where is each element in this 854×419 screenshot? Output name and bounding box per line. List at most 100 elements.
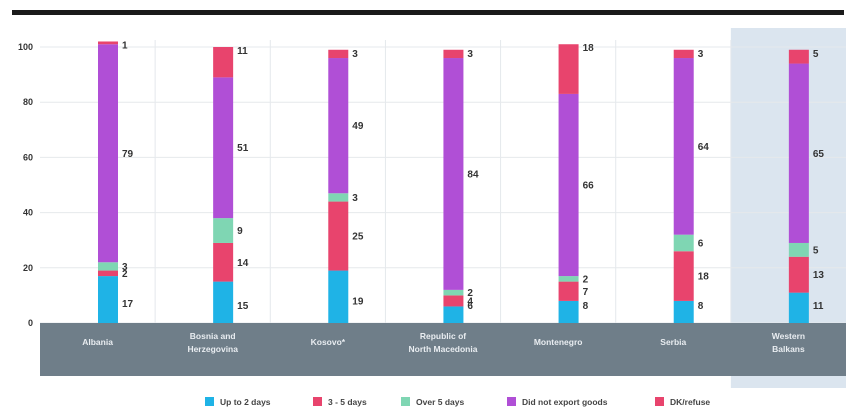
legend-swatch bbox=[401, 397, 410, 406]
category-label: Republic of bbox=[420, 331, 466, 341]
data-label: 2 bbox=[467, 288, 473, 299]
data-label: 3 bbox=[467, 49, 473, 60]
category-label: Western bbox=[772, 331, 805, 341]
bar-segment bbox=[98, 270, 118, 277]
data-label: 3 bbox=[698, 49, 704, 60]
data-label: 9 bbox=[237, 226, 243, 237]
legend-label: DK/refuse bbox=[670, 397, 710, 407]
data-label: 8 bbox=[583, 301, 589, 312]
bar-segment bbox=[328, 270, 349, 323]
data-label: 14 bbox=[237, 258, 249, 269]
data-label: 66 bbox=[583, 181, 595, 192]
y-tick-label: 60 bbox=[23, 152, 33, 162]
bar-segment bbox=[328, 193, 349, 202]
top-rule bbox=[12, 10, 844, 15]
bar-segment bbox=[443, 49, 464, 59]
bar-segment bbox=[213, 77, 234, 219]
legend-label: Over 5 days bbox=[416, 397, 464, 407]
data-label: 11 bbox=[237, 46, 248, 57]
bar-segment bbox=[788, 292, 809, 323]
data-label: 17 bbox=[122, 299, 134, 310]
category-label: Bosnia and bbox=[190, 331, 236, 341]
category-band bbox=[40, 323, 846, 376]
data-label: 8 bbox=[698, 301, 704, 312]
bar-segment bbox=[213, 218, 234, 243]
bar-segment bbox=[443, 58, 464, 290]
bar-segment bbox=[213, 47, 234, 78]
category-label: Montenegro bbox=[534, 337, 583, 347]
data-label: 7 bbox=[583, 287, 589, 298]
bar-segment bbox=[673, 49, 694, 59]
bar-segment bbox=[788, 242, 809, 257]
category-label: Serbia bbox=[660, 337, 686, 347]
data-label: 5 bbox=[813, 245, 819, 256]
data-label: 79 bbox=[122, 149, 134, 160]
legend-swatch bbox=[507, 397, 516, 406]
data-label: 3 bbox=[352, 193, 358, 204]
data-label: 49 bbox=[352, 121, 364, 132]
bar-segment bbox=[98, 276, 118, 323]
bar-segment bbox=[328, 201, 349, 271]
legend-swatch bbox=[313, 397, 322, 406]
bar-segment bbox=[558, 300, 579, 323]
bar-segment bbox=[328, 58, 349, 194]
bar-segment bbox=[673, 234, 694, 252]
data-label: 13 bbox=[813, 270, 825, 281]
bar-segment bbox=[98, 262, 118, 271]
y-tick-label: 80 bbox=[23, 97, 33, 107]
bar-segment bbox=[98, 41, 118, 45]
category-label: Kosovo* bbox=[311, 337, 346, 347]
y-tick-label: 20 bbox=[23, 263, 33, 273]
data-label: 6 bbox=[698, 238, 704, 249]
data-label: 6 bbox=[467, 301, 473, 312]
bar-segment bbox=[673, 58, 694, 235]
data-label: 1 bbox=[122, 40, 128, 51]
data-label: 18 bbox=[698, 272, 710, 283]
legend-swatch bbox=[205, 397, 214, 406]
bar-segment bbox=[788, 49, 809, 64]
category-label: Albania bbox=[82, 337, 113, 347]
data-label: 5 bbox=[813, 49, 819, 60]
bar-segment bbox=[213, 281, 234, 323]
data-label: 25 bbox=[352, 232, 364, 243]
bar-segment bbox=[558, 44, 579, 94]
data-label: 11 bbox=[813, 301, 824, 312]
bar-segment bbox=[558, 93, 579, 277]
data-label: 2 bbox=[122, 269, 128, 280]
category-label: Balkans bbox=[772, 344, 805, 354]
data-label: 3 bbox=[122, 262, 128, 273]
bar-segment bbox=[443, 306, 464, 323]
data-label: 19 bbox=[352, 296, 364, 307]
data-label: 64 bbox=[698, 142, 710, 153]
bar-segment bbox=[788, 63, 809, 243]
legend-label: Did not export goods bbox=[522, 397, 608, 407]
data-label: 84 bbox=[467, 169, 479, 180]
y-tick-label: 40 bbox=[23, 208, 33, 218]
category-label: Herzegovina bbox=[187, 344, 238, 354]
legend-swatch bbox=[655, 397, 664, 406]
bar-segment bbox=[98, 44, 118, 263]
data-label: 18 bbox=[583, 43, 595, 54]
y-tick-label: 100 bbox=[18, 42, 33, 52]
data-label: 2 bbox=[583, 274, 589, 285]
legend-label: 3 - 5 days bbox=[328, 397, 367, 407]
data-label: 65 bbox=[813, 149, 825, 160]
data-label: 15 bbox=[237, 301, 249, 312]
y-tick-label: 0 bbox=[28, 318, 33, 328]
category-label: North Macedonia bbox=[409, 344, 478, 354]
bar-segment bbox=[558, 276, 579, 282]
bar-segment bbox=[328, 49, 349, 59]
legend-label: Up to 2 days bbox=[220, 397, 271, 407]
data-label: 51 bbox=[237, 143, 249, 154]
bar-segment bbox=[443, 295, 464, 307]
bar-segment bbox=[673, 251, 694, 301]
bar-segment bbox=[558, 281, 579, 301]
bar-segment bbox=[213, 242, 234, 282]
bar-segment bbox=[673, 300, 694, 323]
data-label: 4 bbox=[467, 296, 473, 307]
data-label: 3 bbox=[352, 49, 358, 60]
bar-segment bbox=[443, 289, 464, 296]
bar-segment bbox=[788, 256, 809, 293]
